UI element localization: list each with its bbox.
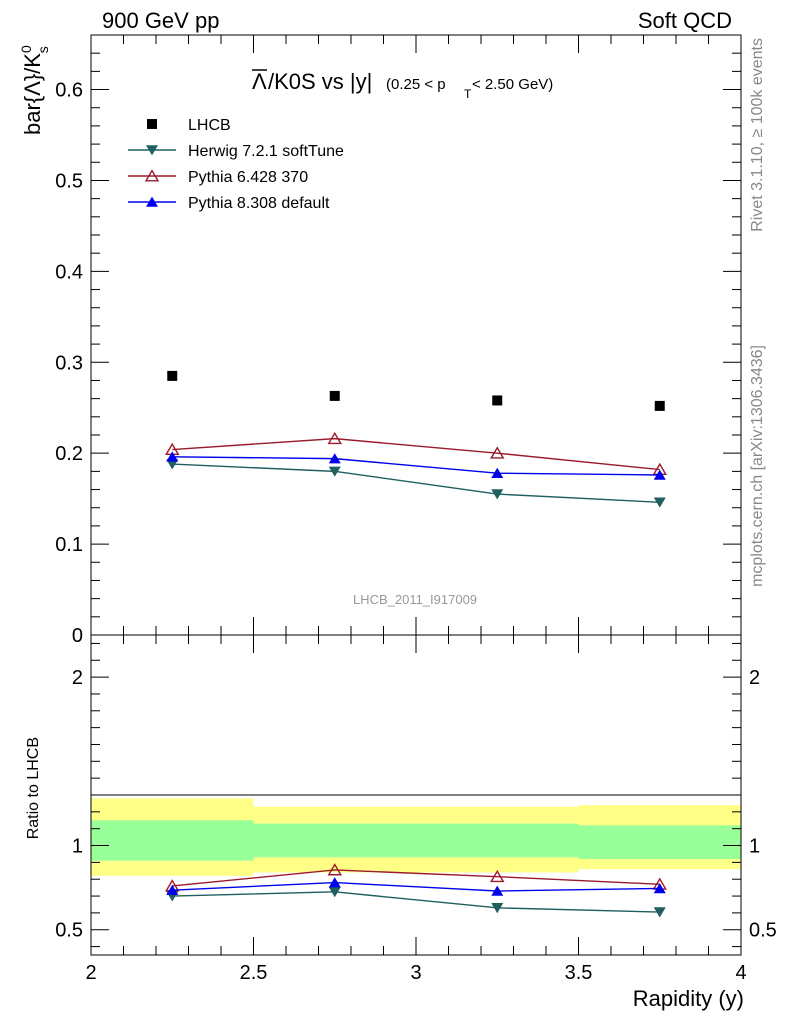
- main-y-axis-label: bar{Λ}/K0s: [18, 45, 51, 135]
- ratio-y-tick-label-right: 1: [749, 836, 760, 858]
- ratio-data-point: [166, 884, 179, 895]
- title-sub-end: < 2.50 GeV): [472, 76, 553, 93]
- ratio-data-point: [653, 907, 666, 918]
- rivet-version-label: Rivet 3.1.10, ≥ 100k events: [749, 38, 766, 232]
- data-point: [329, 390, 340, 401]
- ylabel-main: bar{Λ}/K: [20, 53, 45, 135]
- y-tick-label: 0: [72, 625, 83, 647]
- title-sub: (0.25 < p: [386, 76, 446, 93]
- ratio-data-point: [491, 903, 504, 914]
- ratio-series-group: [165, 863, 667, 918]
- ratio-data-point: [653, 883, 666, 894]
- main-series-group: [165, 370, 667, 508]
- data-point: [491, 489, 504, 500]
- legend-label: Herwig 7.2.1 softTune: [188, 143, 344, 160]
- stat-uncertainty-band: [91, 820, 254, 861]
- legend-label: LHCB: [188, 117, 231, 134]
- y-tick-label: 0.2: [55, 443, 83, 465]
- data-point: [492, 395, 503, 406]
- data-point: [166, 459, 179, 470]
- series-line: [172, 456, 660, 476]
- header-left: 900 GeV pp: [102, 8, 219, 33]
- legend-entry: Pythia 8.308 default: [128, 195, 330, 212]
- legend-entry: Herwig 7.2.1 softTune: [128, 143, 344, 160]
- series-line: [172, 437, 660, 471]
- ratio-x-axis: 2 2.5 3 3.5 4: [85, 635, 747, 984]
- data-point: [166, 451, 179, 462]
- legend: LHCB Herwig 7.2.1 softTune Pythia 6.428 37…: [128, 117, 344, 212]
- ratio-y-tick-label-right: 2: [749, 667, 760, 689]
- y-tick-label: 0.5: [55, 170, 83, 192]
- series-group: [166, 459, 666, 508]
- legend-marker: [147, 119, 157, 129]
- main-x-ticks: [90, 35, 742, 635]
- legend-marker: [146, 145, 158, 156]
- ratio-data-point: [491, 885, 504, 896]
- ratio-series-line: [172, 869, 660, 887]
- legend-marker: [144, 169, 160, 182]
- ratio-plot-panel: 0.5 0.5 1 1 2 2 2 2.5 3 3.5 4 Ratio to LHCB Rapid…: [25, 634, 777, 1011]
- title-bar-symbol: Λ: [252, 69, 267, 94]
- main-y-axis: 0 0.1 0.2 0.3 0.4 0.5 0.6: [55, 52, 741, 647]
- ratio-y-tick-label: 2: [72, 667, 83, 689]
- ratio-y-axis-label: Ratio to LHCB: [25, 737, 42, 839]
- plot-title: Λ /K0S vs |y| (0.25 < p T < 2.50 GeV): [252, 69, 553, 101]
- title-sub-pt-index: T: [464, 87, 472, 101]
- data-point: [653, 469, 666, 480]
- series-line: [172, 463, 660, 503]
- ratio-data-point: [328, 877, 341, 888]
- stat-uncertainty-band: [416, 823, 579, 858]
- ratio-y-tick-label-right: 0.5: [749, 920, 777, 942]
- y-tick-label: 0.6: [55, 80, 83, 102]
- stat-uncertainty-band: [578, 825, 741, 859]
- ylabel-sub: s: [35, 46, 51, 53]
- data-point: [327, 431, 342, 445]
- main-plot-panel: 0 0.1 0.2 0.3 0.4 0.5 0.6 Λ /K0S vs |y| (0.25 …: [18, 34, 742, 647]
- ratio-series-line: [172, 891, 660, 913]
- mcplots-reference-label: mcplots.cern.ch [arXiv:1306.3436]: [749, 345, 766, 587]
- x-tick-label: 4: [735, 962, 746, 984]
- legend-label: Pythia 8.308 default: [188, 195, 330, 212]
- svg-text:bar{Λ}/K0s: bar{Λ}/K0s: [18, 45, 51, 135]
- y-tick-label: 0.1: [55, 534, 83, 556]
- ratio-data-point: [327, 863, 342, 876]
- ratio-uncertainty-bands: [91, 798, 741, 876]
- y-tick-label: 0.3: [55, 352, 83, 374]
- data-point: [653, 497, 666, 508]
- legend-label: Pythia 6.428 370: [188, 169, 308, 186]
- data-point: [491, 467, 504, 478]
- data-point: [490, 446, 505, 459]
- ratio-series-line: [172, 881, 660, 892]
- ratio-data-point: [490, 869, 505, 883]
- series-group: [166, 451, 666, 480]
- legend-marker: [146, 196, 158, 207]
- data-point: [654, 400, 665, 411]
- ratio-series-group: [166, 877, 666, 896]
- ratio-y-tick-label: 0.5: [55, 920, 83, 942]
- ratio-data-point: [328, 887, 341, 898]
- data-point: [328, 466, 341, 477]
- header-right: Soft QCD: [638, 8, 732, 33]
- x-tick-label: 2: [85, 962, 96, 984]
- x-tick-label: 3.5: [565, 962, 593, 984]
- stat-uncertainty-band: [253, 823, 416, 858]
- data-point: [167, 370, 178, 381]
- ratio-series-group: [166, 887, 666, 918]
- x-tick-label: 2.5: [240, 962, 268, 984]
- x-axis-label: Rapidity (y): [633, 986, 744, 1011]
- series-group: [167, 370, 665, 411]
- ratio-y-axis: 0.5 0.5 1 1 2 2: [55, 642, 777, 948]
- legend-entry: LHCB: [147, 117, 231, 134]
- y-tick-label: 0.4: [55, 261, 83, 283]
- x-tick-label: 3: [410, 962, 421, 984]
- legend-entry: Pythia 6.428 370: [128, 169, 308, 186]
- title-main: /K0S vs |y|: [268, 69, 372, 94]
- data-point: [328, 453, 341, 464]
- analysis-watermark: LHCB_2011_I917009: [353, 592, 477, 607]
- ratio-y-tick-label: 1: [72, 836, 83, 858]
- series-group: [165, 431, 667, 476]
- ylabel-sup: 0: [18, 45, 34, 53]
